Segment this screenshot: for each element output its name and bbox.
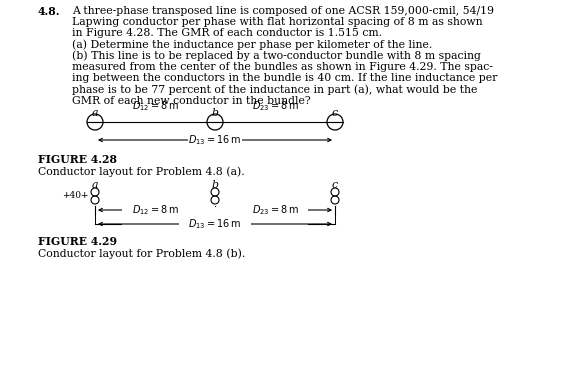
Text: b: b — [211, 108, 218, 118]
Text: Conductor layout for Problem 4.8 (b).: Conductor layout for Problem 4.8 (b). — [38, 248, 245, 258]
Text: $D_{13}=16\,\mathrm{m}$: $D_{13}=16\,\mathrm{m}$ — [189, 133, 242, 147]
Text: c: c — [332, 108, 338, 118]
Text: a: a — [92, 108, 98, 118]
Text: c: c — [332, 180, 338, 190]
Text: $D_{12}=8\,\mathrm{m}$: $D_{12}=8\,\mathrm{m}$ — [132, 99, 178, 113]
Text: FIGURE 4.28: FIGURE 4.28 — [38, 154, 117, 165]
Text: $D_{12}=8\,\mathrm{m}$: $D_{12}=8\,\mathrm{m}$ — [132, 203, 178, 217]
Text: $D_{23}=8\,\mathrm{m}$: $D_{23}=8\,\mathrm{m}$ — [251, 99, 299, 113]
Text: $D_{23}=8\,\mathrm{m}$: $D_{23}=8\,\mathrm{m}$ — [251, 203, 299, 217]
Text: Conductor layout for Problem 4.8 (a).: Conductor layout for Problem 4.8 (a). — [38, 166, 245, 177]
Text: Lapwing conductor per phase with flat horizontal spacing of 8 m as shown: Lapwing conductor per phase with flat ho… — [72, 17, 483, 27]
Text: phase is to be 77 percent of the inductance in part (a), what would be the: phase is to be 77 percent of the inducta… — [72, 85, 478, 95]
Text: b: b — [211, 180, 218, 190]
Text: +40+: +40+ — [63, 192, 89, 201]
Text: FIGURE 4.29: FIGURE 4.29 — [38, 236, 117, 247]
Text: (a) Determine the inductance per phase per kilometer of the line.: (a) Determine the inductance per phase p… — [72, 40, 432, 50]
Text: GMR of each new conductor in the bundle?: GMR of each new conductor in the bundle? — [72, 95, 311, 106]
Text: 4.8.: 4.8. — [38, 6, 60, 17]
Text: A three-phase transposed line is composed of one ACSR 159,000-cmil, 54/19: A three-phase transposed line is compose… — [72, 6, 494, 16]
Text: a: a — [92, 180, 98, 190]
Text: (b) This line is to be replaced by a two-conductor bundle with 8 m spacing: (b) This line is to be replaced by a two… — [72, 51, 481, 61]
Text: measured from the center of the bundles as shown in Figure 4.29. The spac-: measured from the center of the bundles … — [72, 62, 493, 72]
Text: ing between the conductors in the bundle is 40 cm. If the line inductance per: ing between the conductors in the bundle… — [72, 73, 498, 83]
Text: $D_{13}=16\,\mathrm{m}$: $D_{13}=16\,\mathrm{m}$ — [189, 217, 242, 231]
Text: in Figure 4.28. The GMR of each conductor is 1.515 cm.: in Figure 4.28. The GMR of each conducto… — [72, 28, 382, 38]
